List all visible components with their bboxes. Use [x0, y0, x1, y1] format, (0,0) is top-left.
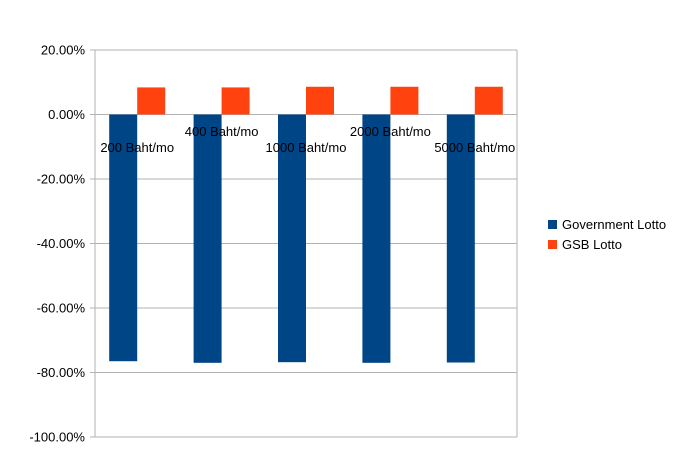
y-axis-ticks: 20.00% 0.00% -20.00% -40.00% -60.00% -80.00% -… [29, 43, 85, 445]
bar-gsb-lotto [306, 86, 334, 115]
legend: Government Lotto GSB Lotto [548, 217, 666, 252]
x-category-label: 400 Baht/mo [185, 124, 259, 139]
bars [109, 86, 503, 363]
bar-government-lotto [278, 114, 306, 363]
x-category-label: 5000 Baht/mo [434, 140, 515, 155]
y-tick-label: -80.00% [37, 365, 86, 380]
y-tick-label: -40.00% [37, 236, 86, 251]
bar-gsb-lotto [390, 86, 419, 115]
y-tick-label: 20.00% [41, 43, 86, 58]
legend-label: Government Lotto [562, 217, 666, 232]
y-tick-label: -60.00% [37, 301, 86, 316]
x-category-label: 2000 Baht/mo [350, 124, 431, 139]
y-tick-label: -20.00% [37, 172, 86, 187]
bar-gsb-lotto [137, 87, 166, 115]
bar-gsb-lotto [474, 86, 503, 115]
y-tick-label: 0.00% [48, 107, 85, 122]
bar-government-lotto [109, 114, 138, 362]
x-category-label: 200 Baht/mo [100, 140, 174, 155]
legend-label: GSB Lotto [562, 237, 622, 252]
legend-swatch [548, 240, 557, 249]
y-tick-label: -100.00% [29, 430, 85, 445]
bar-government-lotto [193, 114, 222, 363]
legend-swatch [548, 220, 557, 229]
bar-government-lotto [362, 114, 391, 363]
x-category-label: 1000 Baht/mo [266, 140, 347, 155]
bar-government-lotto [446, 114, 475, 363]
bar-gsb-lotto [221, 87, 250, 115]
